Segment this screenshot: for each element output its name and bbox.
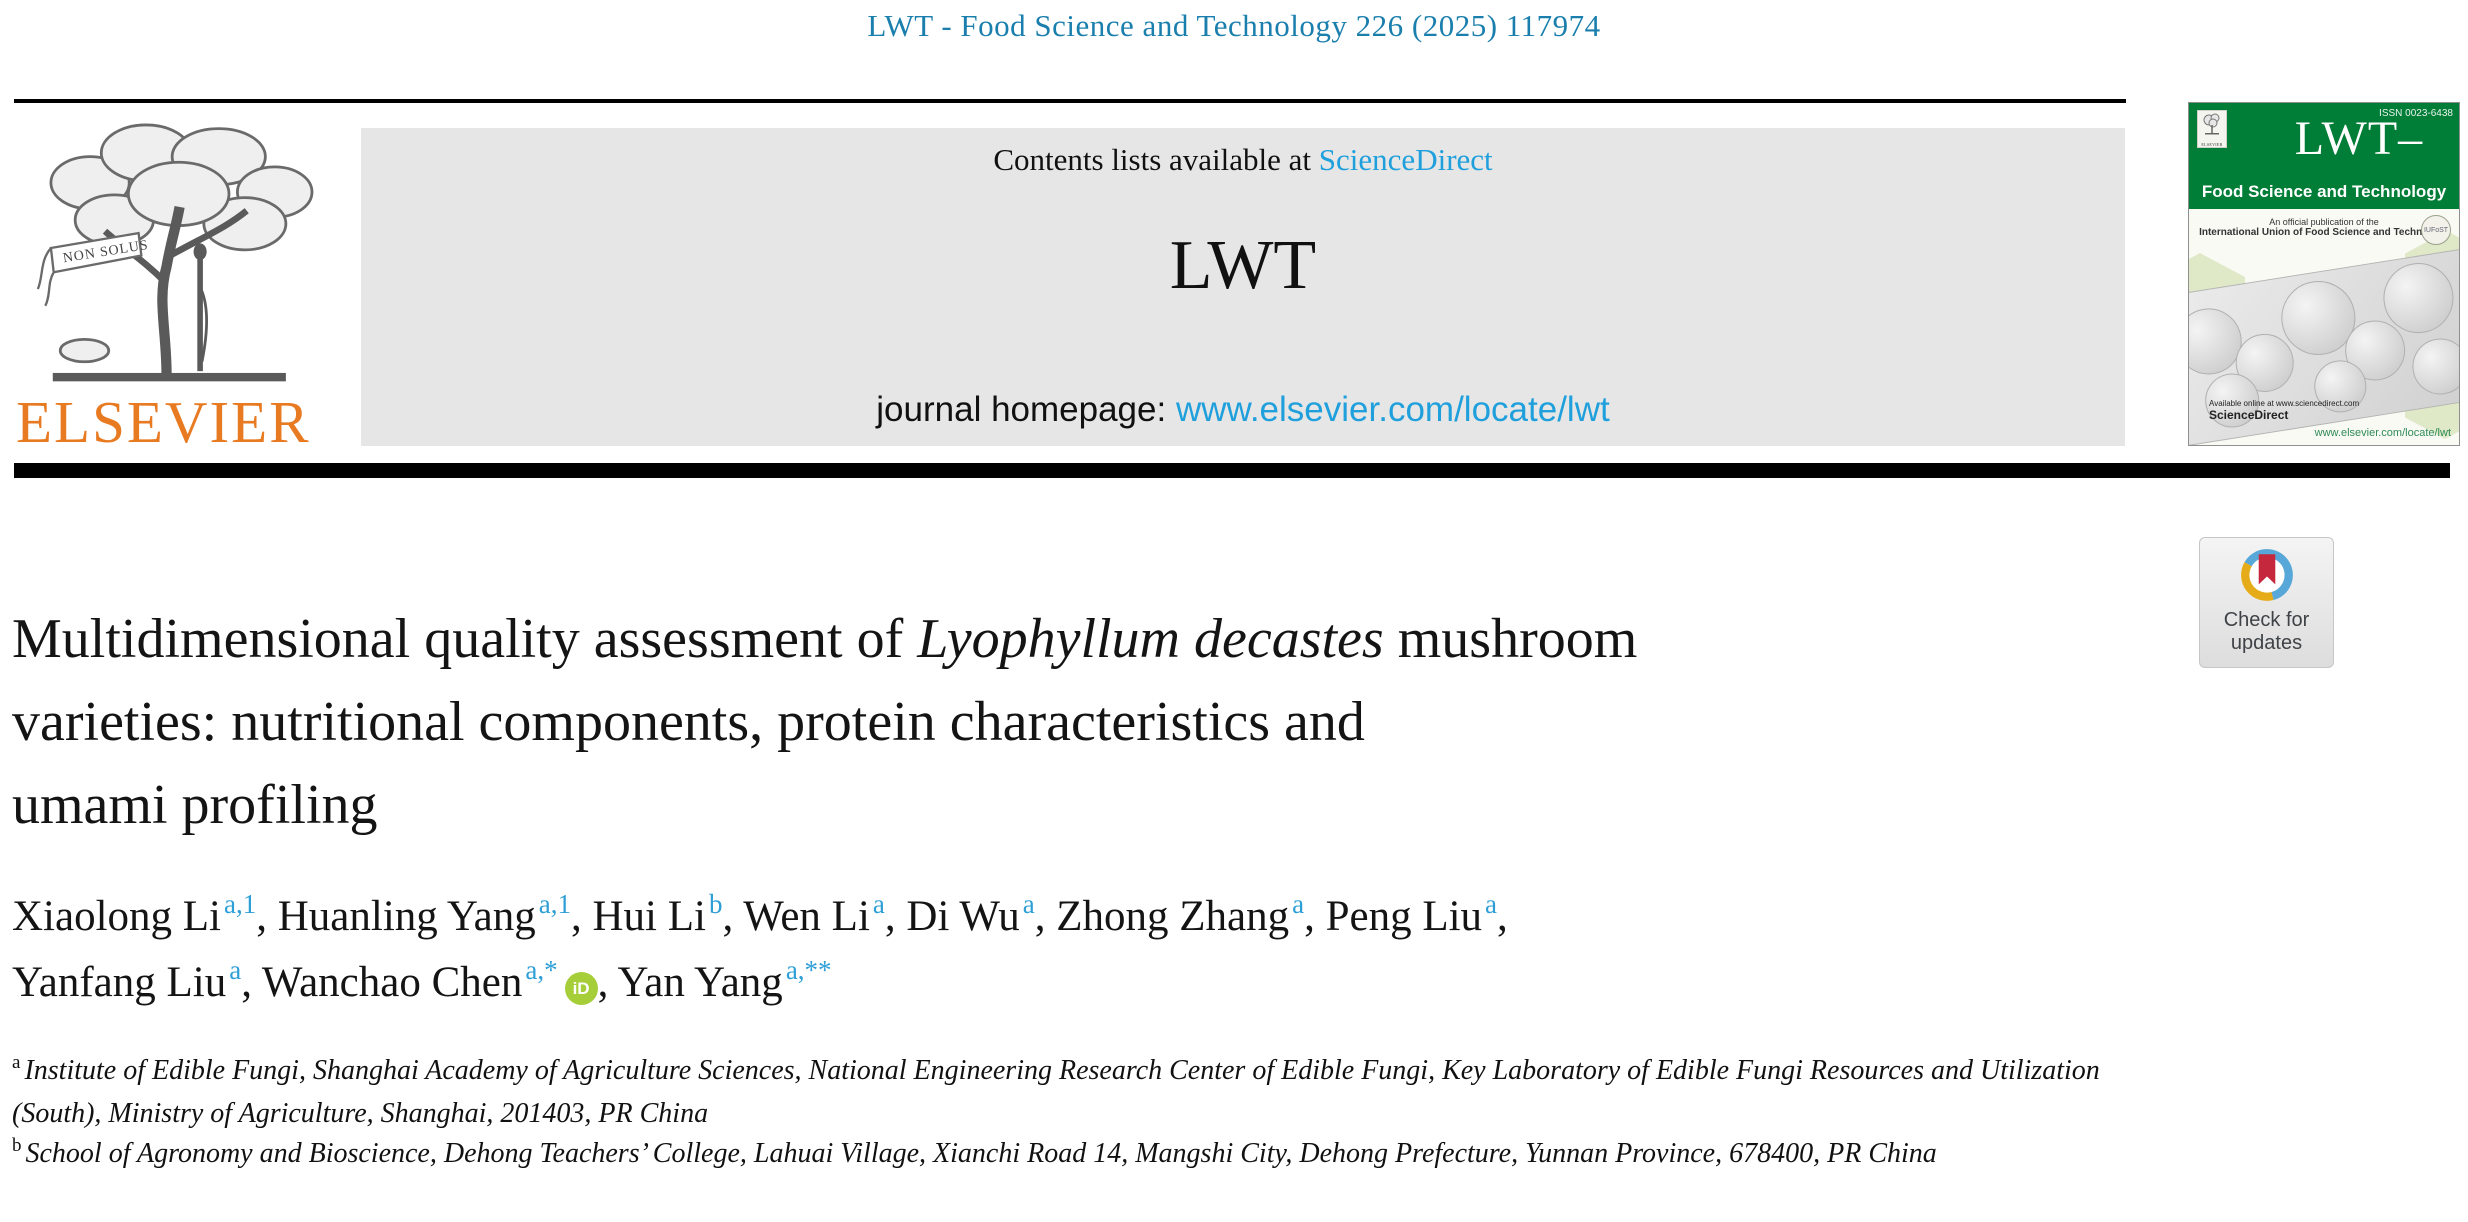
cover-masthead: ISSN 0023-6438 ELSEVIER LWT– Food Scienc…	[2189, 103, 2459, 209]
author-superscript[interactable]: a,1	[224, 889, 257, 919]
homepage-line: journal homepage: www.elsevier.com/locat…	[361, 390, 2125, 430]
title-species-italic: Lyophyllum decastes	[917, 608, 1384, 670]
affiliations: a Institute of Edible Fungi, Shanghai Aca…	[12, 1051, 2167, 1177]
title-line: umami profiling	[12, 764, 2162, 847]
cover-mini-elsevier-logo: ELSEVIER	[2197, 110, 2227, 148]
author-name: Hui Li	[592, 893, 706, 940]
author-name: Xiaolong Li	[12, 893, 221, 940]
author-name: Wen Li	[743, 893, 870, 940]
cover-mini-elsevier-word: ELSEVIER	[2201, 142, 2223, 147]
author-name: Huanling Yang	[277, 893, 536, 940]
affiliation-text: School of Agronomy and Bioscience, Dehon…	[25, 1138, 1937, 1169]
journal-reference: LWT - Food Science and Technology 226 (2…	[867, 8, 1601, 43]
author-list: Xiaolong Li a,1, Huanling Yang a,1, Hui Li…	[12, 886, 2452, 1018]
cover-note-line1: An official publication of the	[2269, 217, 2379, 227]
journal-banner: Contents lists available at ScienceDirec…	[361, 128, 2125, 446]
homepage-prefix: journal homepage:	[876, 390, 1176, 429]
cover-title: LWT–	[2294, 112, 2424, 165]
author-superscript[interactable]: a	[229, 955, 242, 985]
check-for-updates-badge[interactable]: Check for updates	[2199, 537, 2334, 668]
author-superscript[interactable]: a,*	[525, 955, 558, 985]
journal-cover-thumbnail[interactable]: ISSN 0023-6438 ELSEVIER LWT– Food Scienc…	[2188, 102, 2460, 446]
title-text: umami profiling	[12, 774, 378, 836]
author-superscript[interactable]: a,1	[538, 889, 571, 919]
iufost-emblem: IUFoST	[2421, 215, 2451, 245]
contents-prefix: Contents lists available at	[993, 142, 1319, 177]
author-name: Di Wu	[906, 893, 1020, 940]
author-name: Zhong Zhang	[1056, 893, 1290, 940]
cover-note-line2: International Union of Food Science and …	[2199, 227, 2449, 238]
sciencedirect-link[interactable]: ScienceDirect	[1318, 142, 1493, 177]
affiliation-text: Institute of Edible Fungi, Shanghai Acad…	[12, 1055, 2100, 1129]
header-top-rule	[14, 99, 2126, 103]
cover-url: www.elsevier.com/locate/lwt	[2314, 427, 2451, 439]
author-name: Yan Yang	[617, 959, 783, 1006]
author-line: Yanfang Liu a, Wanchao Chen a,*iD, Yan Yan…	[12, 955, 832, 1006]
elsevier-wordmark: ELSEVIER	[16, 389, 311, 455]
author-superscript[interactable]: b	[708, 889, 723, 919]
header-bottom-rule	[14, 463, 2450, 478]
homepage-link[interactable]: www.elsevier.com/locate/lwt	[1175, 390, 1610, 429]
author-name: Peng Liu	[1325, 893, 1483, 940]
cover-available-online: Available online at www.sciencedirect.co…	[2209, 399, 2360, 408]
author-name: Wanchao Chen	[261, 959, 523, 1006]
article-title: Multidimensional quality assessment of L…	[12, 598, 2162, 847]
title-text: varieties: nutritional components, prote…	[12, 691, 1365, 753]
title-text: Multidimensional quality assessment of	[12, 608, 918, 670]
author-name: Yanfang Liu	[12, 959, 227, 1006]
affiliation-superscript: a	[12, 1052, 21, 1073]
affiliation-item: a Institute of Edible Fungi, Shanghai Aca…	[12, 1051, 2167, 1134]
author-superscript[interactable]: a	[1022, 889, 1035, 919]
affiliation-item: b School of Agronomy and Bioscience, Deho…	[12, 1134, 2167, 1177]
cover-issn: ISSN 0023-6438	[2379, 108, 2453, 119]
orcid-icon[interactable]: iD	[564, 972, 598, 1005]
author-superscript[interactable]: a,**	[785, 955, 832, 985]
title-text: mushroom	[1383, 608, 1638, 670]
author-superscript[interactable]: a	[1292, 889, 1305, 919]
cover-sciencedirect-word: ScienceDirect	[2209, 408, 2289, 422]
check-badge-line2: updates	[2230, 632, 2303, 654]
title-line: varieties: nutritional components, prote…	[12, 681, 2162, 764]
author-superscript[interactable]: a	[1485, 889, 1498, 919]
crossmark-icon	[2240, 549, 2293, 601]
elsevier-tree-icon: NON SOLUS	[36, 123, 314, 382]
cover-subtitle: Food Science and Technology	[2201, 182, 2447, 201]
banner-journal-title: LWT	[1169, 227, 1317, 304]
contents-line: Contents lists available at ScienceDirec…	[361, 142, 2125, 178]
affiliation-superscript: b	[12, 1135, 22, 1156]
check-badge-line1: Check for	[2223, 609, 2310, 631]
author-superscript[interactable]: a	[872, 889, 885, 919]
author-line: Xiaolong Li a,1, Huanling Yang a,1, Hui Li…	[12, 889, 1508, 940]
cover-availability: Available online at www.sciencedirect.co…	[2209, 399, 2359, 422]
elsevier-logo: NON SOLUS ELSEVIER	[16, 110, 354, 458]
cover-publication-note: An official publication of the Internati…	[2189, 217, 2459, 238]
title-line: Multidimensional quality assessment of L…	[12, 598, 2162, 681]
